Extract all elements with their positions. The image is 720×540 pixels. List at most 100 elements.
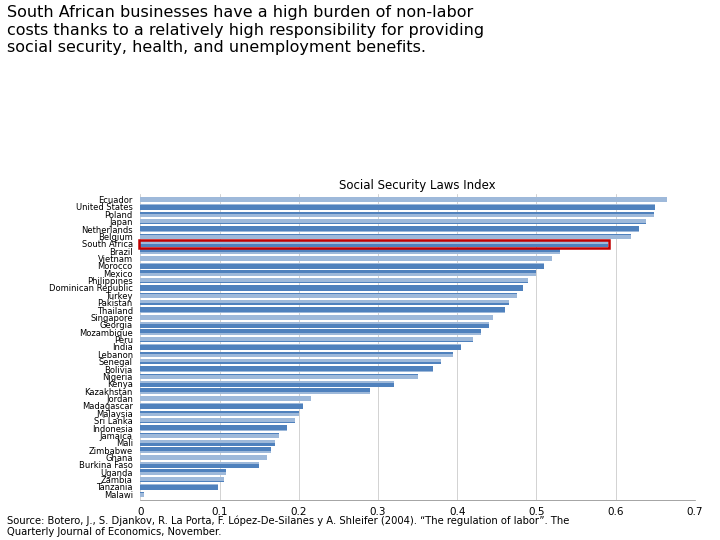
Bar — [140, 260, 552, 261]
Bar — [140, 290, 523, 291]
Bar — [140, 337, 473, 342]
Bar — [140, 220, 646, 221]
Bar — [140, 226, 639, 232]
Bar — [140, 197, 667, 202]
Bar — [140, 231, 639, 232]
Bar — [140, 339, 473, 340]
Bar — [140, 234, 631, 239]
Bar — [140, 315, 493, 320]
Bar — [140, 219, 646, 225]
Bar — [140, 253, 560, 254]
Bar — [140, 337, 473, 338]
Bar — [140, 495, 145, 496]
Bar — [140, 300, 509, 306]
Bar — [140, 222, 646, 223]
Text: South African businesses have a high burden of non-labor
costs thanks to a relat: South African businesses have a high bur… — [7, 5, 485, 55]
Bar — [140, 204, 655, 210]
Bar — [140, 322, 489, 323]
Bar — [140, 462, 259, 468]
Bar — [140, 271, 536, 276]
Bar — [140, 293, 517, 298]
Bar — [140, 250, 560, 251]
Bar — [140, 403, 302, 409]
Bar — [140, 447, 271, 453]
Bar — [140, 414, 299, 415]
Bar — [140, 352, 454, 357]
Bar — [140, 374, 418, 379]
Bar — [140, 200, 667, 201]
Bar — [140, 322, 489, 328]
Bar — [140, 371, 433, 372]
Bar — [140, 251, 560, 252]
Bar — [140, 285, 523, 291]
Bar — [140, 458, 267, 459]
Bar — [140, 340, 473, 341]
Bar — [140, 280, 528, 281]
Text: Source: Botero, J., S. Djankov, R. La Porta, F. López-De-Silanes y A. Shleifer (: Source: Botero, J., S. Djankov, R. La Po… — [7, 515, 570, 537]
Bar — [140, 303, 509, 304]
Bar — [140, 382, 394, 383]
Bar — [140, 359, 441, 360]
Bar — [140, 441, 275, 442]
Bar — [140, 216, 654, 217]
Bar — [140, 338, 473, 339]
Bar — [140, 496, 145, 497]
Bar — [140, 376, 418, 377]
Bar — [140, 355, 454, 356]
Bar — [140, 434, 279, 435]
Bar — [140, 444, 275, 445]
Bar — [140, 456, 267, 457]
Bar — [140, 393, 370, 394]
Bar — [140, 359, 441, 364]
Bar — [140, 279, 528, 280]
Bar — [140, 259, 552, 260]
Bar — [140, 319, 493, 320]
Bar — [140, 263, 544, 268]
Bar — [140, 484, 218, 490]
Bar — [140, 374, 418, 375]
Bar — [140, 282, 528, 283]
Bar — [140, 469, 226, 475]
Bar — [140, 435, 279, 436]
Bar — [139, 240, 609, 248]
Bar — [140, 301, 509, 302]
Title: Social Security Laws Index: Social Security Laws Index — [339, 179, 496, 192]
Bar — [140, 258, 552, 259]
Bar — [140, 209, 655, 210]
Bar — [140, 300, 509, 301]
Bar — [140, 317, 493, 318]
Bar — [140, 455, 267, 456]
Bar — [140, 437, 279, 438]
Bar — [140, 212, 654, 217]
Bar — [140, 252, 560, 253]
Bar — [140, 334, 481, 335]
Bar — [140, 474, 226, 475]
Bar — [140, 352, 454, 353]
Bar — [140, 392, 370, 393]
Bar — [140, 281, 528, 282]
Bar — [140, 237, 631, 238]
Bar — [140, 230, 639, 231]
Bar — [140, 236, 631, 237]
Bar — [140, 333, 481, 334]
Bar — [140, 383, 394, 384]
Bar — [140, 363, 441, 364]
Bar — [140, 366, 433, 372]
Bar — [140, 248, 560, 254]
Bar — [140, 452, 271, 453]
Bar — [140, 302, 509, 303]
Bar — [140, 362, 441, 363]
Bar — [140, 485, 218, 486]
Bar — [140, 464, 259, 465]
Bar — [140, 419, 295, 420]
Bar — [140, 354, 454, 355]
Bar — [140, 361, 441, 362]
Bar — [140, 275, 536, 276]
Bar — [140, 410, 299, 416]
Bar — [140, 477, 223, 482]
Bar — [140, 440, 275, 441]
Bar — [140, 197, 667, 198]
Bar — [140, 433, 279, 434]
Bar — [140, 241, 608, 242]
Bar — [140, 463, 259, 464]
